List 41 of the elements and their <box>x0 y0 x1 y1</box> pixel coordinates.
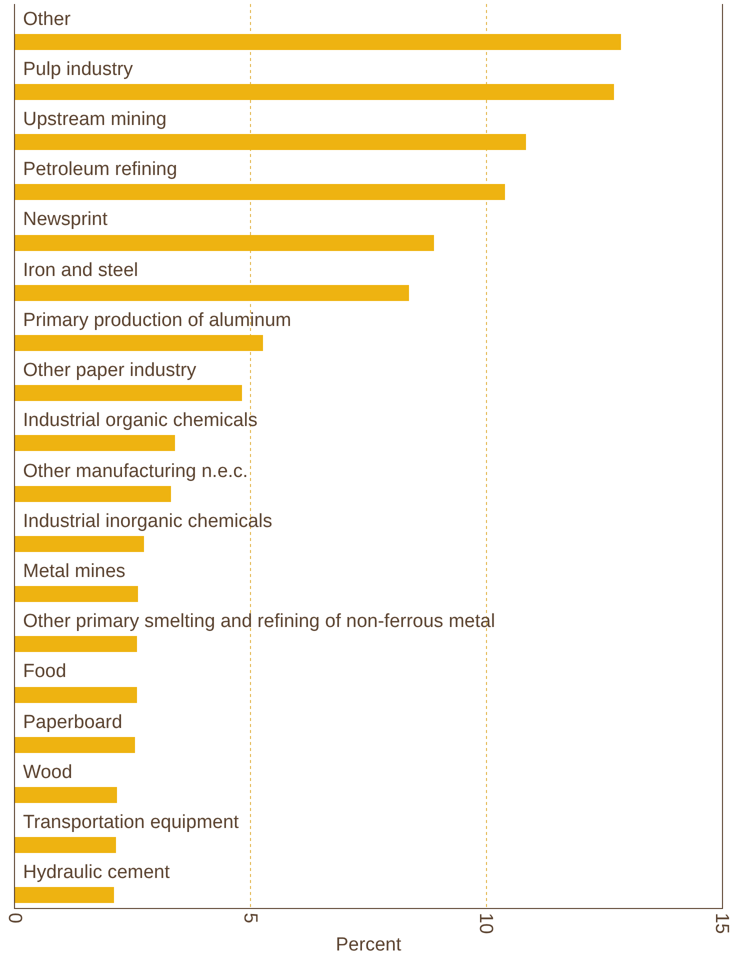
y-tick-label: Metal mines <box>23 561 126 582</box>
bar <box>15 34 621 50</box>
bar <box>15 235 434 251</box>
y-tick-label: Other primary smelting and refining of non-ferrous metal <box>23 611 496 632</box>
bar <box>15 335 263 351</box>
bar <box>15 787 117 803</box>
x-tick-label: 5 <box>239 912 260 924</box>
bar <box>15 687 137 703</box>
y-tick-label: Wood <box>23 762 72 783</box>
y-tick-label: Upstream mining <box>23 109 167 130</box>
y-tick-label: Food <box>23 661 66 682</box>
y-tick-label: Iron and steel <box>23 260 138 281</box>
bar <box>15 887 114 903</box>
bar <box>15 134 526 150</box>
y-tick-label: Primary production of aluminum <box>23 310 292 331</box>
y-tick-label: Other <box>23 9 72 30</box>
x-tick-label: 15 <box>710 912 732 934</box>
bar <box>15 486 171 502</box>
y-tick-label: Industrial inorganic chemicals <box>23 511 272 532</box>
bar <box>15 737 135 753</box>
bar <box>15 84 614 100</box>
bar <box>15 636 137 652</box>
bar <box>15 385 242 401</box>
x-axis-title: Percent <box>336 934 402 956</box>
bar <box>15 837 116 853</box>
y-tick-label: Paperboard <box>23 712 122 733</box>
y-tick-label: Hydraulic cement <box>23 862 170 883</box>
y-tick-label: Pulp industry <box>23 59 134 80</box>
bar <box>15 285 409 301</box>
bar <box>15 184 505 200</box>
y-tick-label: Transportation equipment <box>23 812 240 833</box>
y-tick-label: Industrial organic chemicals <box>23 410 258 431</box>
y-tick-label: Petroleum refining <box>23 159 178 180</box>
bar <box>15 435 175 451</box>
bar <box>15 536 144 552</box>
x-tick-label: 10 <box>475 912 496 934</box>
y-tick-label: Other paper industry <box>23 360 197 381</box>
y-tick-label: Newsprint <box>23 209 108 230</box>
x-tick-label: 0 <box>4 912 25 924</box>
bar <box>15 586 138 602</box>
y-tick-label: Other manufacturing n.e.c. <box>23 461 248 482</box>
